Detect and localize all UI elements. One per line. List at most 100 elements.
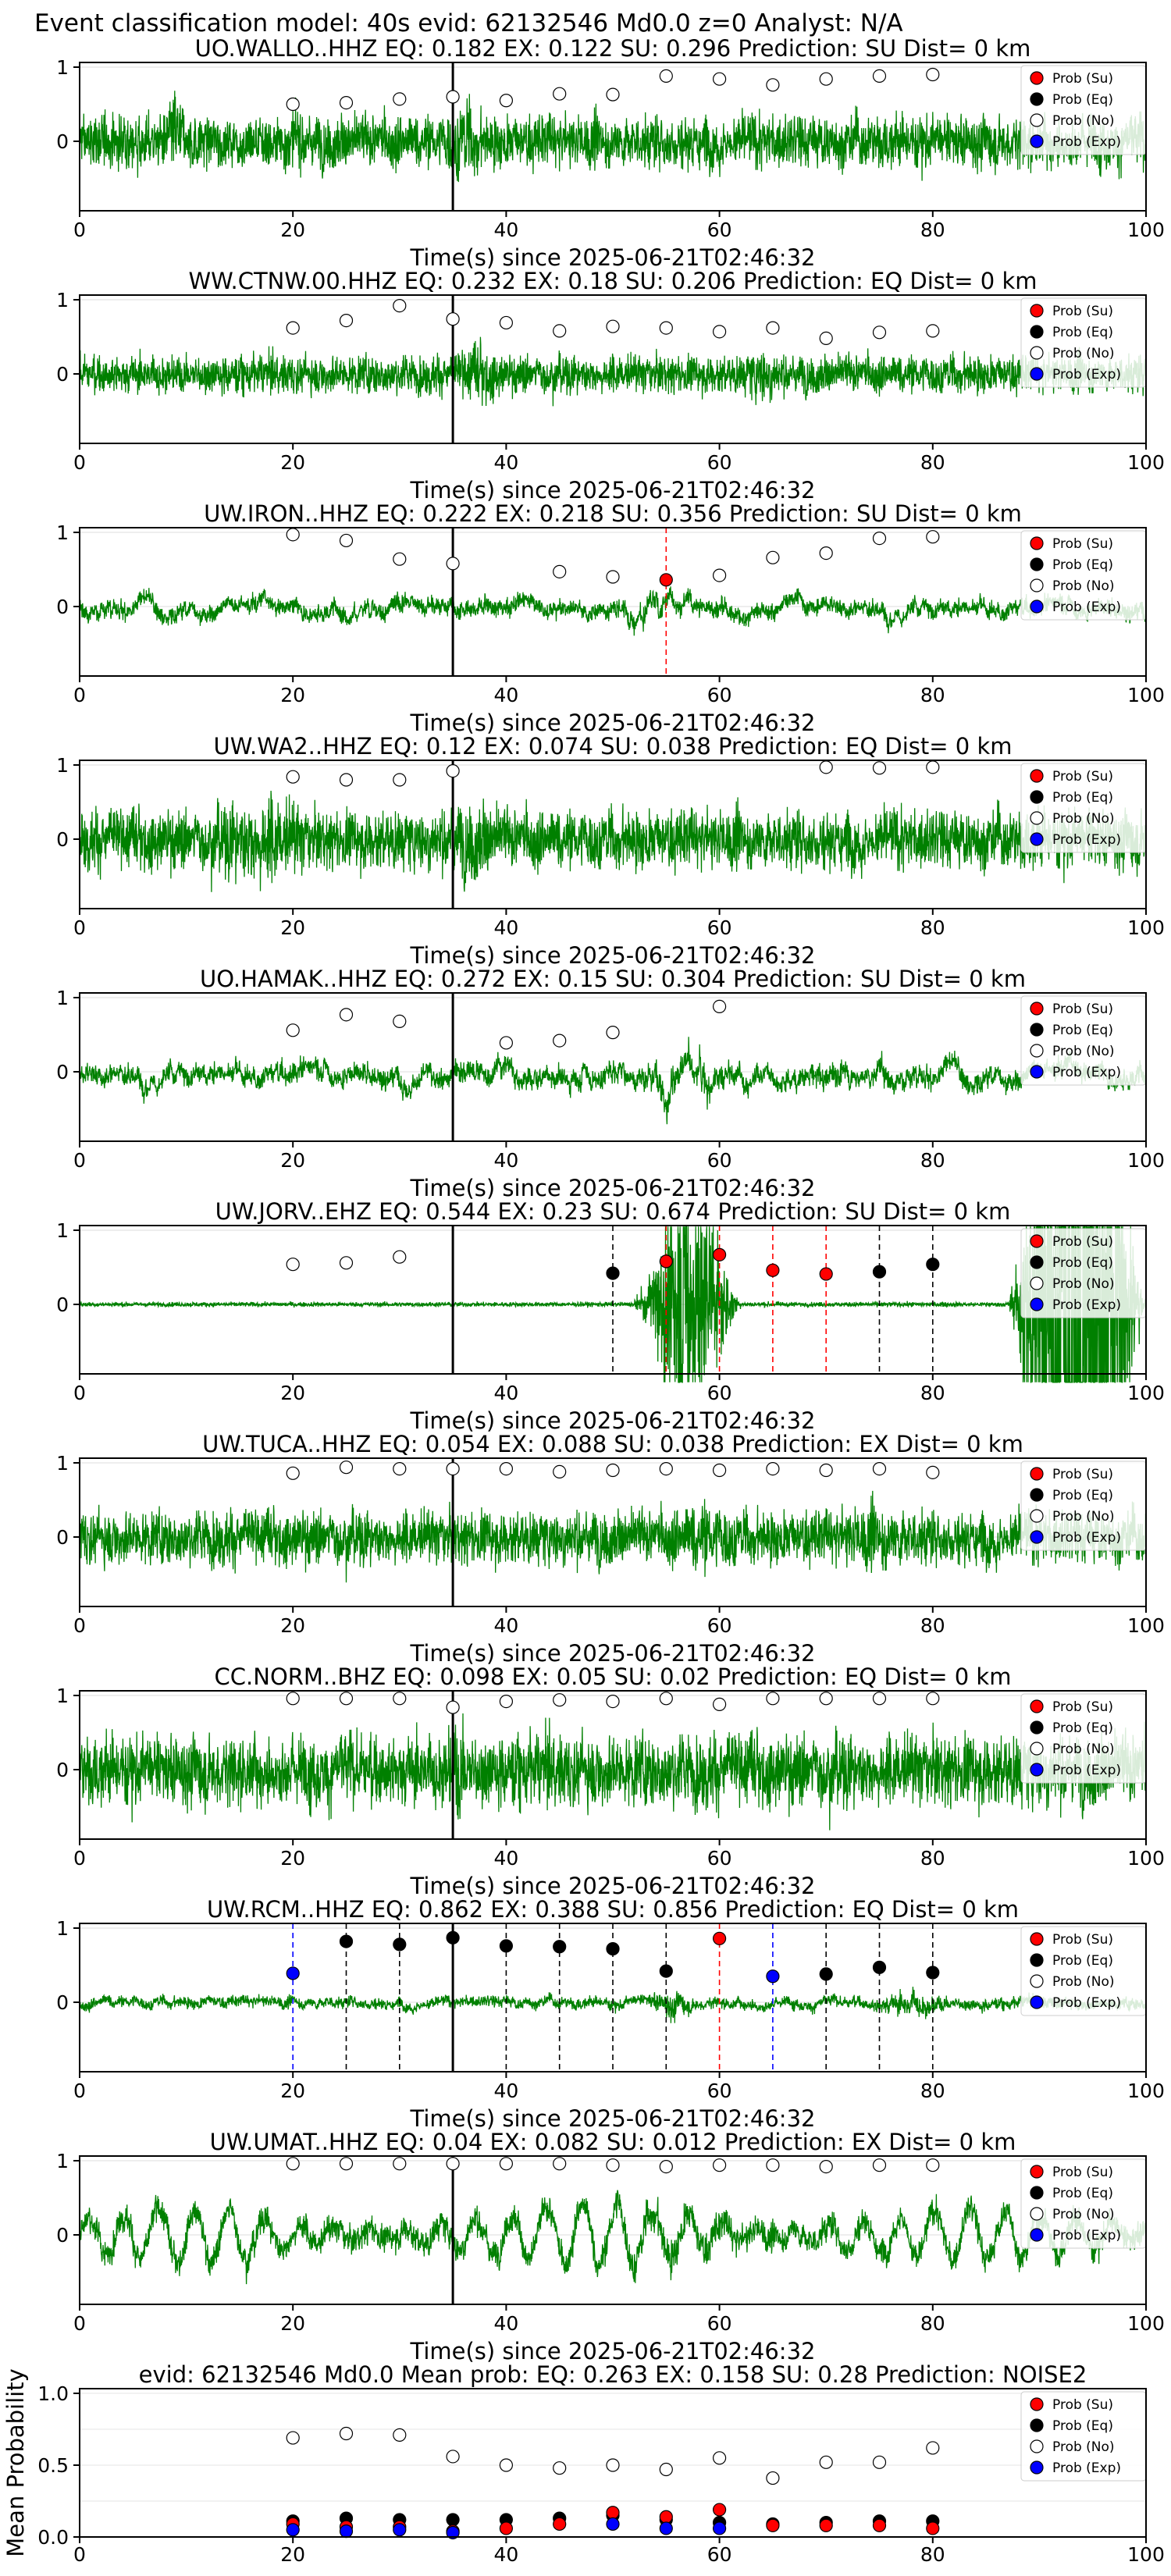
panel-5-prob-point-no — [393, 1014, 407, 1029]
panel-7-xlabel: Time(s) since 2025-06-21T02:46:32 — [410, 1640, 816, 1667]
panel-6-legend-marker-no — [1030, 1276, 1044, 1290]
panel-4-legend-label-no: Prob (No) — [1052, 811, 1115, 827]
panel-7-prob-point-no — [819, 1463, 833, 1478]
panel-5-prob-point-no — [606, 1026, 620, 1040]
panel-10-prob-point-no — [553, 2157, 567, 2171]
panel-11-mean-point-no — [659, 2462, 673, 2477]
panel-3-prob-point-no — [339, 533, 354, 548]
panel-2-legend-label-eq: Prob (Eq) — [1052, 325, 1113, 340]
panel-9-prob-point-eq — [339, 1934, 354, 1948]
panel-9-legend-marker-no — [1030, 1974, 1044, 1988]
panel-11-mean-point-su — [659, 2510, 673, 2524]
panel-4-legend-marker-eq — [1030, 790, 1044, 804]
panel-11-mean-point-su — [712, 2503, 727, 2517]
panel-8-prob-point-no — [499, 1695, 514, 1709]
panel-6-title: UW.JORV..EHZ EQ: 0.544 EX: 0.23 SU: 0.67… — [215, 1198, 1011, 1225]
panel-9-prob-point-exp — [766, 1969, 780, 1984]
panel-9-xlabel: Time(s) since 2025-06-21T02:46:32 — [410, 2105, 816, 2132]
panel-3-legend-label-exp: Prob (Exp) — [1052, 600, 1121, 615]
panel-3-legend-label-eq: Prob (Eq) — [1052, 557, 1113, 573]
panel-8-prob-point-no — [553, 1693, 567, 1707]
panel-8-legend-marker-no — [1030, 1742, 1044, 1756]
panel-7-prob-point-no — [766, 1461, 780, 1476]
panel-8-title: CC.NORM..BHZ EQ: 0.098 EX: 0.05 SU: 0.02… — [215, 1663, 1012, 1690]
panel-5-xtick-label: 80 — [920, 1149, 945, 1172]
panel-1-xtick-label: 0 — [73, 219, 86, 241]
panel-3-prob-point-no — [553, 564, 567, 578]
panel-4-ytick-label: 0 — [56, 828, 69, 851]
panel-8-xtick-label: 20 — [280, 1847, 305, 1870]
panel-11-mean-point-exp — [393, 2523, 407, 2537]
panel-4-prob-point-no — [926, 760, 940, 774]
panel-6-prob-point-eq — [872, 1265, 887, 1279]
panel-3-prob-point-su — [659, 573, 673, 587]
panel-2-prob-point-no — [393, 299, 407, 313]
panel-8-prob-point-no — [393, 1692, 407, 1706]
panel-6-prob-point-no — [393, 1250, 407, 1264]
panel-11-mean-point-no — [766, 2471, 780, 2485]
panel-3-legend-label-su: Prob (Su) — [1052, 536, 1113, 552]
panel-7-xtick-label: 0 — [73, 1614, 86, 1637]
panel-5-xtick-label: 40 — [493, 1149, 518, 1172]
panel-4-legend-marker-su — [1030, 769, 1044, 783]
panel-3-legend-label-no: Prob (No) — [1052, 578, 1115, 594]
panel-8-prob-point-no — [286, 1692, 300, 1706]
panel-8-legend-marker-eq — [1030, 1720, 1044, 1735]
panel-6-legend-marker-exp — [1030, 1297, 1044, 1311]
panel-2-waveform — [79, 336, 1147, 407]
panel-11-legend-marker-su — [1030, 2397, 1044, 2411]
panel-2-prob-point-no — [339, 314, 354, 328]
panel-6-prob-point-eq — [926, 1258, 940, 1272]
panel-7-legend-label-exp: Prob (Exp) — [1052, 1530, 1121, 1546]
panel-3-prob-point-no — [393, 552, 407, 566]
panel-9-prob-point-eq — [606, 1942, 620, 1956]
panel-7-ytick-label: 0 — [56, 1526, 69, 1549]
panel-3-legend-marker-no — [1030, 578, 1044, 592]
panel-4-xtick-label: 60 — [707, 916, 732, 939]
panel-1-legend-label-no: Prob (No) — [1052, 113, 1115, 129]
panel-6: UW.JORV..EHZ EQ: 0.544 EX: 0.23 SU: 0.67… — [56, 1198, 1165, 1434]
panel-3-prob-point-no — [872, 531, 887, 546]
panel-11-mean-point-su — [606, 2506, 620, 2520]
panel-5-waveform — [79, 1037, 1147, 1125]
panel-11-mean-point-no — [393, 2428, 407, 2442]
panel-7-legend-label-no: Prob (No) — [1052, 1509, 1115, 1525]
panel-8-xtick-label: 80 — [920, 1847, 945, 1870]
panel-6-legend-marker-eq — [1030, 1255, 1044, 1269]
panel-2-prob-point-no — [286, 321, 300, 335]
panel-6-xtick-label: 100 — [1127, 1382, 1165, 1404]
panel-9-xtick-label: 100 — [1127, 2080, 1165, 2102]
panel-9-legend-marker-eq — [1030, 1953, 1044, 1967]
panel-5-xtick-label: 60 — [707, 1149, 732, 1172]
panel-5-title: UO.HAMAK..HHZ EQ: 0.272 EX: 0.15 SU: 0.3… — [200, 966, 1026, 992]
panel-10-prob-point-no — [872, 2158, 887, 2172]
panel-6-axes-frame — [79, 1225, 1147, 1375]
panel-2-legend-marker-eq — [1030, 325, 1044, 339]
panel-10-xtick-label: 80 — [920, 2312, 945, 2335]
panel-4-xtick-label: 100 — [1127, 916, 1165, 939]
panel-9-legend-label-no: Prob (No) — [1052, 1974, 1115, 1990]
panel-8-axes-frame — [79, 1690, 1147, 1840]
panel-11-mean-point-no — [819, 2455, 833, 2469]
panel-2: WW.CTNW.00.HHZ EQ: 0.232 EX: 0.18 SU: 0.… — [56, 268, 1165, 503]
panel-7-prob-point-no — [926, 1465, 940, 1479]
panel-8-legend-label-exp: Prob (Exp) — [1052, 1763, 1121, 1778]
panel-4-title: UW.WA2..HHZ EQ: 0.12 EX: 0.074 SU: 0.038… — [213, 733, 1012, 760]
panel-4-xtick-label: 20 — [280, 916, 305, 939]
panel-11-mean-point-no — [499, 2458, 514, 2472]
panel-9-xtick-label: 40 — [493, 2080, 518, 2102]
panel-2-ytick-label: 0 — [56, 363, 69, 386]
panel-2-prob-point-no — [446, 312, 460, 326]
panel-3-xtick-label: 20 — [280, 684, 305, 706]
panel-2-xlabel: Time(s) since 2025-06-21T02:46:32 — [410, 477, 816, 503]
panel-1-legend-label-exp: Prob (Exp) — [1052, 134, 1121, 150]
panel-6-prob-point-su — [819, 1267, 833, 1281]
panel-8-prob-point-no — [659, 1692, 673, 1706]
panel-2-xtick-label: 0 — [73, 451, 86, 474]
panel-9-legend-label-su: Prob (Su) — [1052, 1932, 1113, 1948]
panel-4-waveform — [79, 790, 1147, 892]
panel-6-prob-point-su — [766, 1263, 780, 1277]
panel-3-prob-point-no — [766, 550, 780, 564]
panel-4-prob-point-no — [819, 760, 833, 774]
